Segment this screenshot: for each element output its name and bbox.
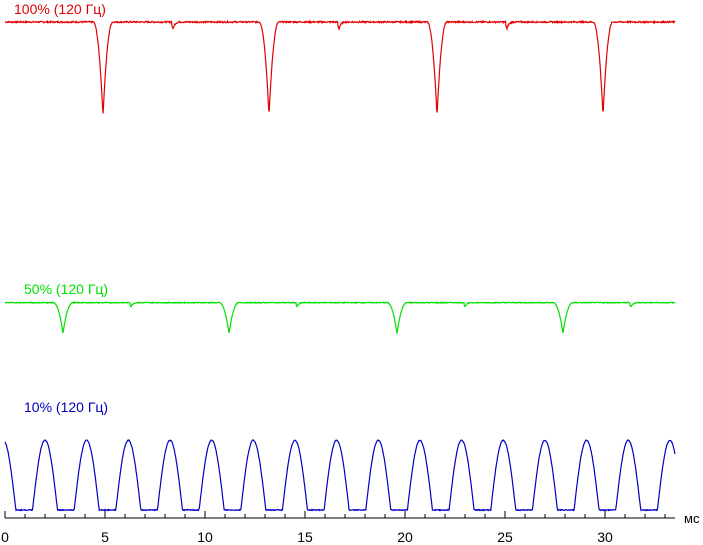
series-100-group: 100% (120 Гц) <box>4 1 676 114</box>
trace-10-percent <box>4 438 676 512</box>
x-axis: 0 5 10 15 20 25 30 мс <box>1 511 700 545</box>
x-tick-label: 20 <box>397 529 413 545</box>
series-10-group: 10% (120 Гц) <box>4 399 676 512</box>
series-label-50-percent: 50% (120 Гц) <box>24 281 108 297</box>
trace-100-percent <box>4 19 676 114</box>
series-label-100-percent: 100% (120 Гц) <box>14 1 106 17</box>
x-tick-label: 30 <box>597 529 613 545</box>
x-tick-label: 10 <box>197 529 213 545</box>
series-label-10-percent: 10% (120 Гц) <box>24 399 108 415</box>
x-axis-unit-label: мс <box>684 511 700 526</box>
x-tick-label: 25 <box>497 529 513 545</box>
series-50-group: 50% (120 Гц) <box>4 281 676 334</box>
x-tick-label: 5 <box>101 529 109 545</box>
x-tick-label: 15 <box>297 529 313 545</box>
trace-50-percent <box>4 301 676 334</box>
x-tick-label: 0 <box>1 529 9 545</box>
